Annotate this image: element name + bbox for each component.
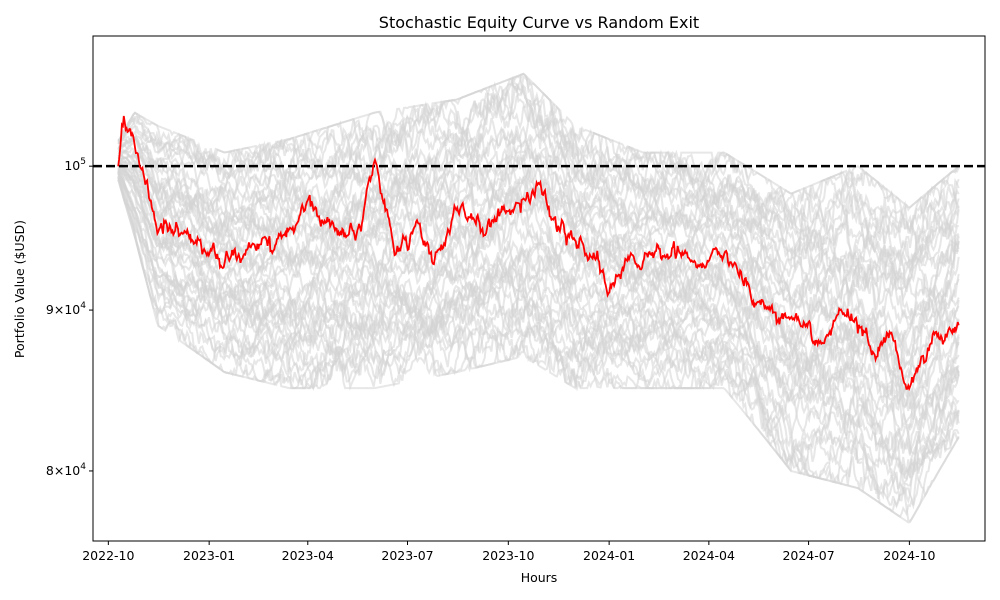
simulation-line bbox=[117, 170, 960, 455]
x-tick-label: 2024-04 bbox=[683, 548, 735, 563]
simulation-line bbox=[117, 163, 960, 426]
plot-frame bbox=[92, 35, 986, 542]
simulation-line bbox=[117, 77, 960, 280]
y-tick-label: 8×104 bbox=[46, 462, 86, 478]
simulation-lines bbox=[117, 72, 960, 524]
y-axis-label: Portfolio Value ($USD) bbox=[12, 220, 27, 358]
simulation-line bbox=[117, 92, 960, 253]
highlight-series-layer bbox=[117, 115, 960, 392]
x-tick-label: 2024-01 bbox=[583, 548, 635, 563]
y-axis: 8×104 9×104 105 bbox=[46, 157, 93, 478]
y-tick-label: 9×104 bbox=[46, 301, 86, 317]
x-tick-label: 2023-04 bbox=[282, 548, 334, 563]
simulation-line bbox=[117, 168, 960, 437]
x-tick-label: 2023-01 bbox=[183, 548, 235, 563]
simulation-line bbox=[117, 172, 960, 456]
x-axis-label: Hours bbox=[521, 570, 558, 585]
x-tick-label: 2024-10 bbox=[883, 548, 935, 563]
simulation-line bbox=[117, 72, 960, 235]
x-tick-label: 2023-10 bbox=[482, 548, 534, 563]
y-tick-label: 105 bbox=[64, 157, 86, 173]
x-axis: 2022-10 2023-01 2023-04 2023-07 2023-10 2024-… bbox=[82, 541, 936, 563]
x-tick-label: 2024-07 bbox=[782, 548, 834, 563]
simulation-line bbox=[117, 125, 960, 275]
chart-title: Stochastic Equity Curve vs Random Exit bbox=[379, 13, 699, 32]
x-tick-label: 2022-10 bbox=[82, 548, 134, 563]
x-tick-label: 2023-07 bbox=[381, 548, 433, 563]
highlight-series-line bbox=[117, 115, 960, 392]
